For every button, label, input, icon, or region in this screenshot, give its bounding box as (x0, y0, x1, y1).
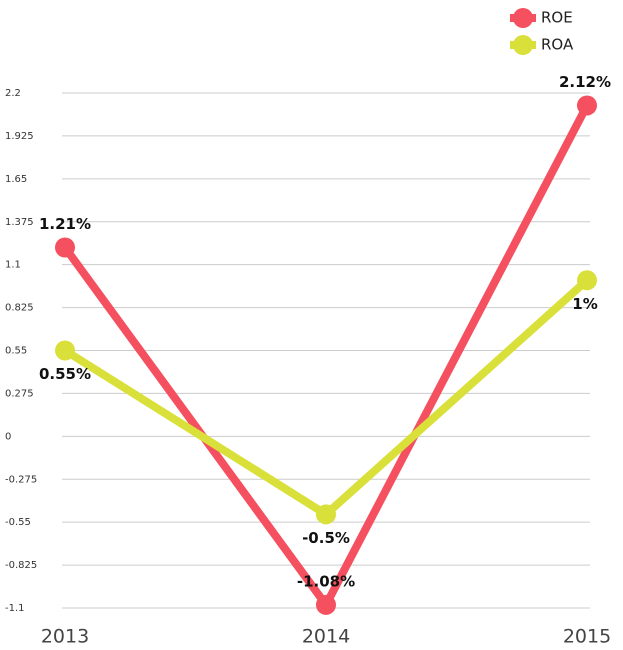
y-tick-label: 1.925 (5, 131, 34, 142)
data-label: 0.55% (39, 365, 91, 383)
y-tick-label: 2.2 (5, 88, 21, 99)
y-tick-label: -0.275 (5, 474, 37, 485)
y-tick-label: 1.65 (5, 174, 27, 185)
y-tick-label: -1.1 (5, 603, 25, 614)
y-tick-label: 0.55 (5, 346, 27, 357)
data-label: 1.21% (39, 215, 91, 233)
point (577, 270, 597, 291)
point (316, 504, 336, 525)
point (316, 594, 336, 615)
x-tick-label: 2015 (563, 626, 611, 648)
point (577, 95, 597, 116)
point (55, 340, 75, 361)
data-label: -0.5% (302, 529, 350, 547)
legend-label: ROA (541, 36, 574, 54)
x-tick-label: 2013 (41, 626, 89, 648)
y-tick-label: 0.275 (5, 388, 34, 399)
y-tick-label: -0.825 (5, 560, 37, 571)
legend-marker-bar (510, 41, 536, 49)
data-label: -1.08% (297, 572, 355, 590)
x-tick-label: 2014 (302, 626, 350, 648)
legend-marker-bar (510, 14, 536, 22)
y-tick-label: -0.55 (5, 517, 31, 528)
data-label: 1% (572, 295, 597, 313)
data-label: 2.12% (559, 73, 611, 91)
y-tick-label: 0 (5, 431, 11, 442)
y-tick-label: 1.1 (5, 260, 21, 271)
y-tick-label: 0.825 (5, 303, 34, 314)
y-tick-label: 1.375 (5, 217, 34, 228)
point (55, 237, 75, 258)
legend-label: ROE (541, 9, 573, 27)
